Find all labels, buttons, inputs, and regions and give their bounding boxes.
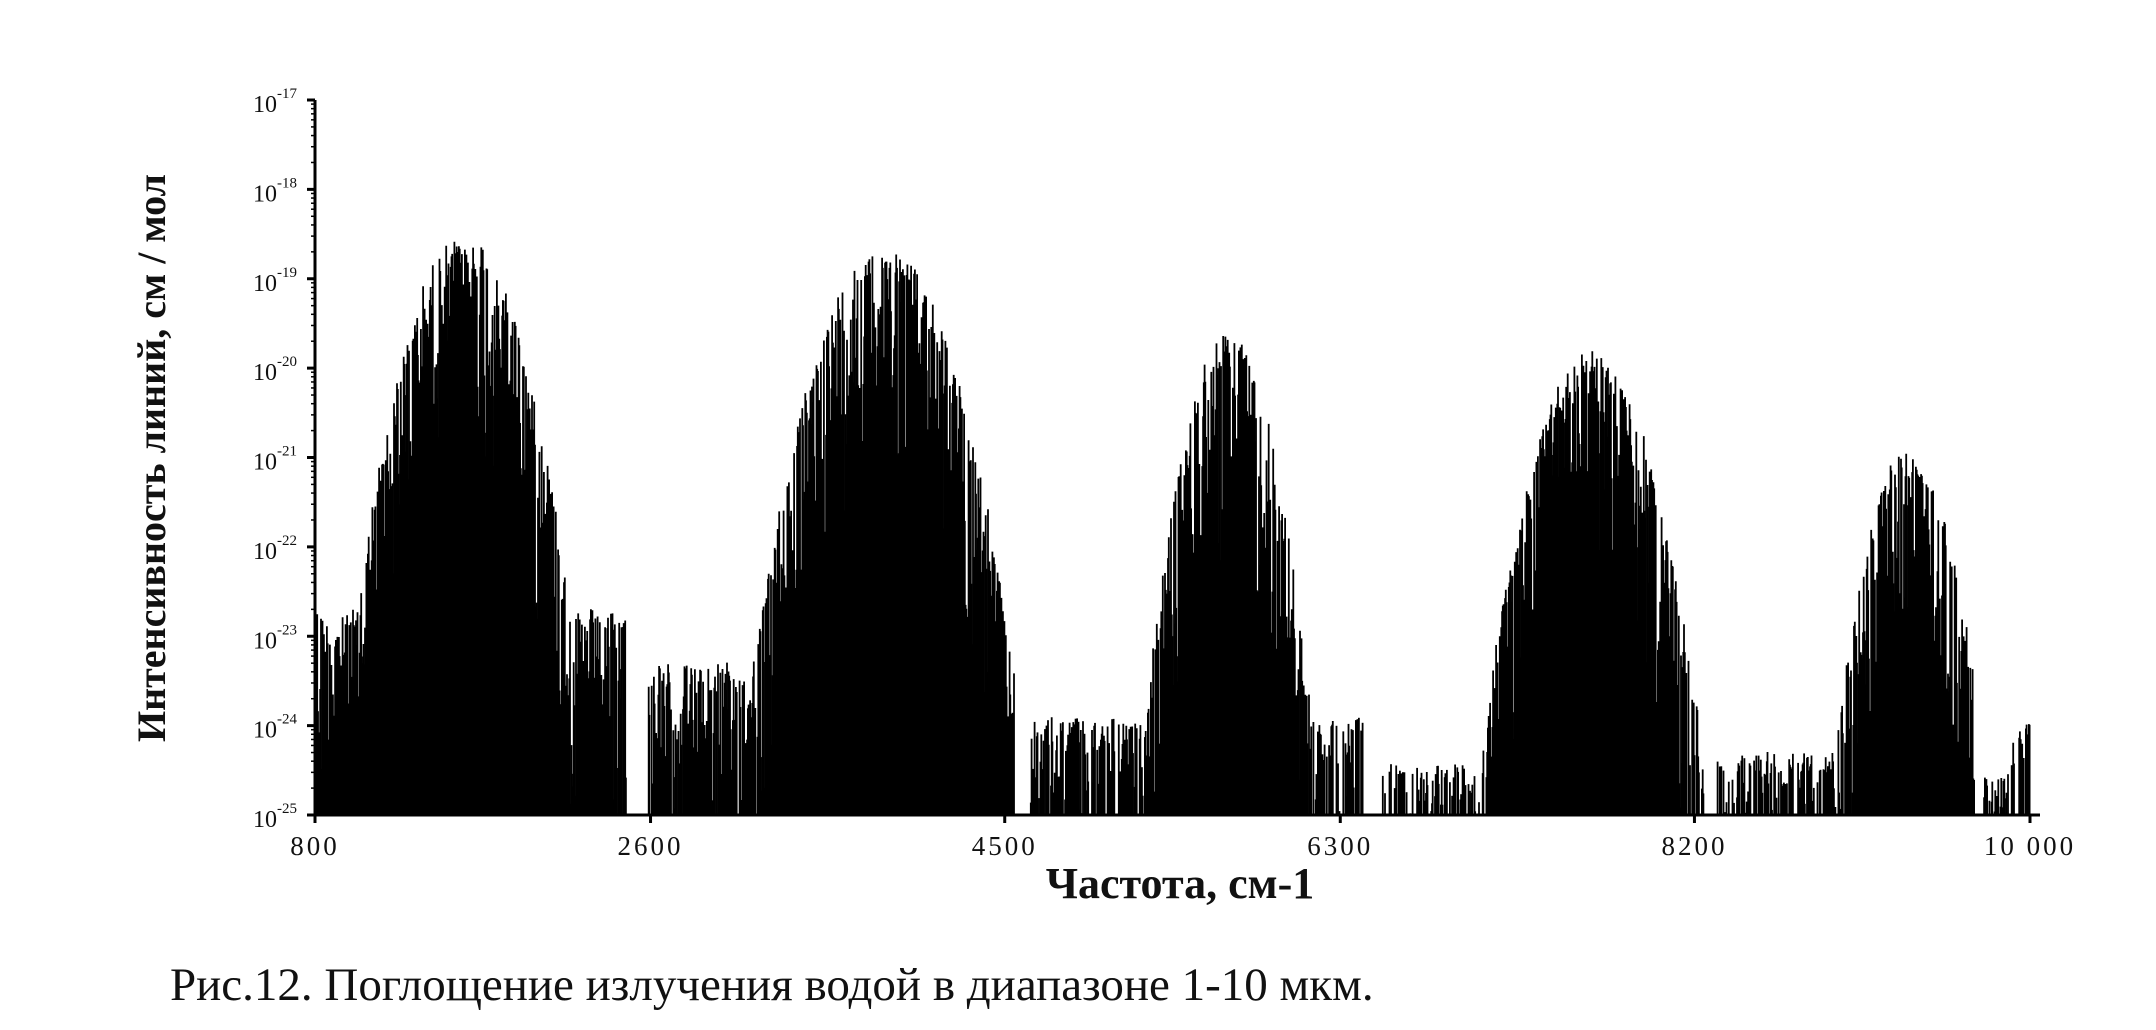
absorption-band-1 bbox=[314, 241, 627, 815]
y-tick-label: 10-18 bbox=[253, 175, 297, 207]
absorption-band-2 bbox=[647, 254, 1015, 815]
x-tick-label: 2600 bbox=[618, 831, 684, 861]
x-tick-label: 800 bbox=[290, 831, 340, 861]
y-tick-label: 10-23 bbox=[253, 622, 297, 654]
y-tick-label: 10-24 bbox=[253, 712, 297, 744]
absorption-band-5 bbox=[1716, 453, 1975, 815]
absorption-band-4 bbox=[1381, 351, 1705, 815]
absorption-band-6 bbox=[1983, 724, 2031, 815]
y-ticks: 10-17 10-18 10-19 10-20 10-21 10-22 10-23 10-24… bbox=[253, 86, 315, 833]
x-tick-label: 8200 bbox=[1661, 831, 1727, 861]
y-tick-label: 10-21 bbox=[253, 444, 297, 476]
x-axis-label: Частота, см-1 bbox=[1046, 859, 1315, 908]
y-axis-label: Интенсивность линий, см / мол bbox=[129, 174, 174, 742]
y-tick-label: 10-17 bbox=[253, 86, 297, 118]
x-tick-label: 6300 bbox=[1307, 831, 1373, 861]
y-tick-label: 10-22 bbox=[253, 533, 297, 565]
y-tick-label: 10-19 bbox=[253, 265, 297, 297]
x-ticks: 800 2600 4500 6300 8200 10 000 bbox=[290, 815, 2076, 861]
absorption-band-3 bbox=[1029, 336, 1364, 815]
y-tick-label: 10-20 bbox=[253, 354, 297, 386]
x-tick-label: 10 000 bbox=[1984, 831, 2076, 861]
figure-caption: Рис.12. Поглощение излучения водой в диа… bbox=[170, 959, 1374, 1011]
x-tick-label: 4500 bbox=[972, 831, 1038, 861]
chart-canvas: 10-17 10-18 10-19 10-20 10-21 10-22 10-23 10-24… bbox=[129, 86, 2076, 908]
spectral-bars bbox=[314, 241, 2031, 815]
y-tick-label: 10-25 bbox=[253, 801, 297, 833]
